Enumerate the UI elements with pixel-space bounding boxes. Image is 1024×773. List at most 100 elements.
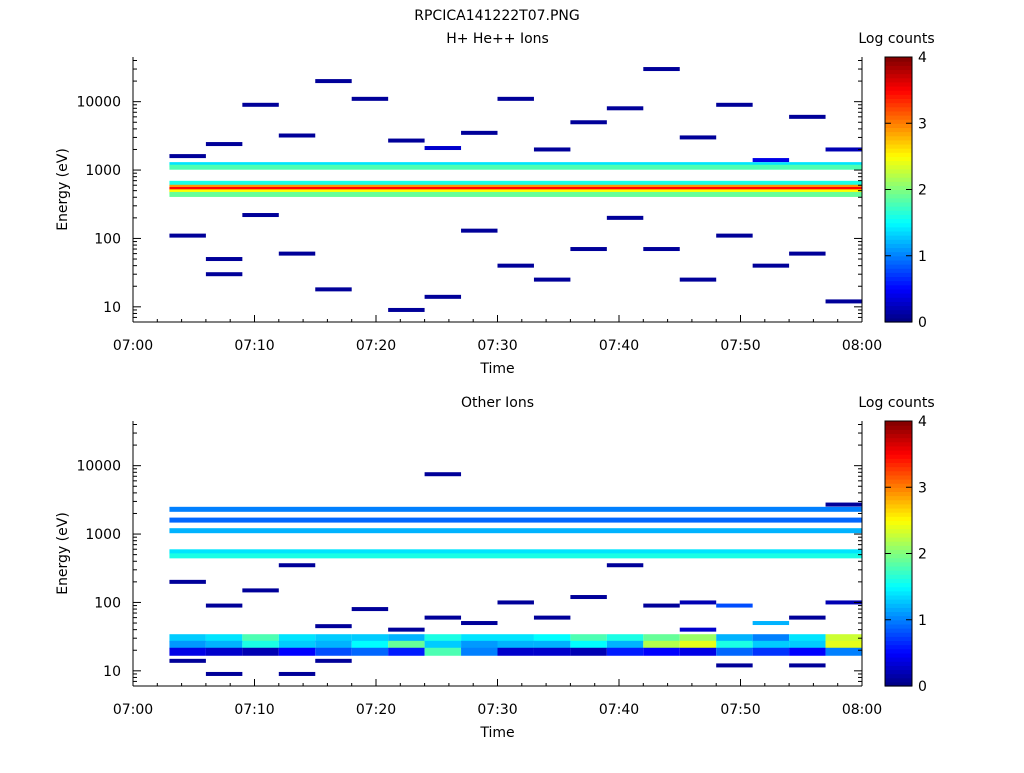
heatmap-cell [278, 251, 316, 256]
heatmap-cell [789, 663, 826, 668]
axes: 07:00 07:10 07:20 07:30 07:40 07:50 08:00 10 100… [76, 57, 882, 354]
colorbar-swatch [885, 268, 912, 273]
heatmap-cell [351, 640, 389, 649]
colorbar-tick-label: 2 [918, 547, 927, 563]
colorbar-swatch [885, 106, 912, 112]
heatmap-cell [679, 627, 717, 632]
heatmap-cell [570, 120, 607, 125]
heatmap-cell [315, 640, 352, 649]
colorbar-swatch [885, 226, 912, 232]
heatmap-cell [825, 502, 862, 507]
colorbar-swatch [885, 516, 912, 521]
colorbar-swatch [885, 541, 912, 546]
colorbar-swatch [885, 586, 912, 592]
axes: 07:00 07:10 07:20 07:30 07:40 07:50 08:00 10 100… [76, 421, 882, 718]
heatmap-cell [533, 647, 571, 656]
colorbar-tick-label: 0 [918, 679, 927, 695]
colorbar-swatch [885, 628, 912, 633]
x-tick-label: 07:30 [477, 702, 517, 718]
heatmap-cell [424, 647, 462, 656]
colorbar-swatch [885, 524, 912, 530]
colorbar-swatch [885, 222, 912, 228]
heatmap-cell [497, 96, 534, 101]
colorbar-tick-label: 0 [918, 315, 927, 331]
colorbar-swatch [885, 65, 912, 71]
heatmap-cell [461, 621, 498, 626]
heatmap-cell [205, 272, 243, 277]
heatmap-cell [533, 640, 571, 649]
heatmap-cell [679, 600, 717, 605]
heatmap-cell [752, 634, 790, 643]
colorbar-swatch [885, 665, 912, 671]
panel-other-ions: Other Ions Time Energy (eV) Log counts 0… [55, 395, 935, 741]
figure-title: RPCICA141222T07.PNG [414, 8, 579, 24]
heatmap-cell [242, 588, 279, 593]
colorbar-swatch [885, 139, 912, 145]
colorbar-swatch [885, 507, 912, 513]
colorbar-swatch [885, 437, 912, 443]
colorbar-swatch [885, 135, 912, 141]
colorbar-swatch [885, 276, 912, 282]
heatmap-cell [169, 647, 206, 656]
colorbar-swatch [885, 235, 912, 240]
heatmap-cell [461, 640, 498, 649]
heatmap-cell [169, 658, 206, 663]
heatmap-cell [789, 634, 826, 643]
energy-band [169, 549, 862, 555]
x-tick-label: 08:00 [842, 702, 882, 718]
colorbar-swatch [885, 193, 912, 199]
colorbar-swatch [885, 90, 912, 95]
heatmap-cell [825, 147, 862, 152]
colorbar-tick-label: 3 [918, 480, 927, 496]
heatmap-cell [497, 263, 534, 268]
colorbar-swatch [885, 239, 912, 244]
colorbar-swatch [885, 119, 912, 124]
heatmap-cell [278, 647, 316, 656]
colorbar-swatch [885, 197, 912, 203]
x-tick-label: 07:20 [356, 338, 396, 354]
heatmap-cell [533, 634, 571, 643]
colorbar-swatch [885, 532, 912, 538]
colorbar-swatch [885, 185, 912, 191]
colorbar-swatch [885, 565, 912, 571]
colorbar-swatch [885, 293, 912, 298]
colorbar-tick-label: 4 [918, 414, 927, 430]
heatmap-cell [351, 607, 389, 612]
colorbar-swatch [885, 536, 912, 542]
heatmap-cell [752, 640, 790, 649]
colorbar-swatch [885, 603, 912, 608]
colorbar-swatch [885, 284, 912, 290]
colorbar-swatch [885, 549, 912, 555]
colorbar-swatch [885, 168, 912, 174]
colorbar-swatch [885, 305, 912, 311]
colorbar-swatch [885, 288, 912, 294]
colorbar-swatch [885, 189, 912, 195]
colorbar-swatch [885, 272, 912, 278]
heatmap-cell [533, 615, 571, 620]
x-tick-label: 07:50 [720, 338, 760, 354]
colorbar-swatch [885, 499, 912, 505]
heatmap-cells [169, 472, 862, 676]
colorbar-swatch [885, 206, 912, 211]
x-tick-label: 07:20 [356, 702, 396, 718]
heatmap-cell [424, 146, 462, 151]
colorbar-swatch [885, 611, 912, 617]
x-axis-label: Time [479, 725, 514, 741]
colorbar-swatch [885, 61, 912, 66]
x-tick-label: 08:00 [842, 338, 882, 354]
y-tick-label: 1000 [85, 527, 121, 543]
heatmap-cell [205, 634, 243, 643]
heatmap-cell [461, 647, 498, 656]
heatmap-cell [388, 138, 425, 143]
colorbar-swatch [885, 487, 912, 492]
heatmap-cell [315, 79, 352, 84]
heatmap-cell [789, 615, 826, 620]
x-tick-label: 07:00 [113, 702, 153, 718]
heatmap-cell [461, 130, 498, 135]
x-tick-label: 07:10 [234, 338, 274, 354]
colorbar-swatch [885, 127, 912, 133]
x-axis-label: Time [479, 361, 514, 377]
colorbar-swatch [885, 425, 912, 430]
energy-band [169, 180, 862, 186]
heatmap-cell [679, 634, 717, 643]
